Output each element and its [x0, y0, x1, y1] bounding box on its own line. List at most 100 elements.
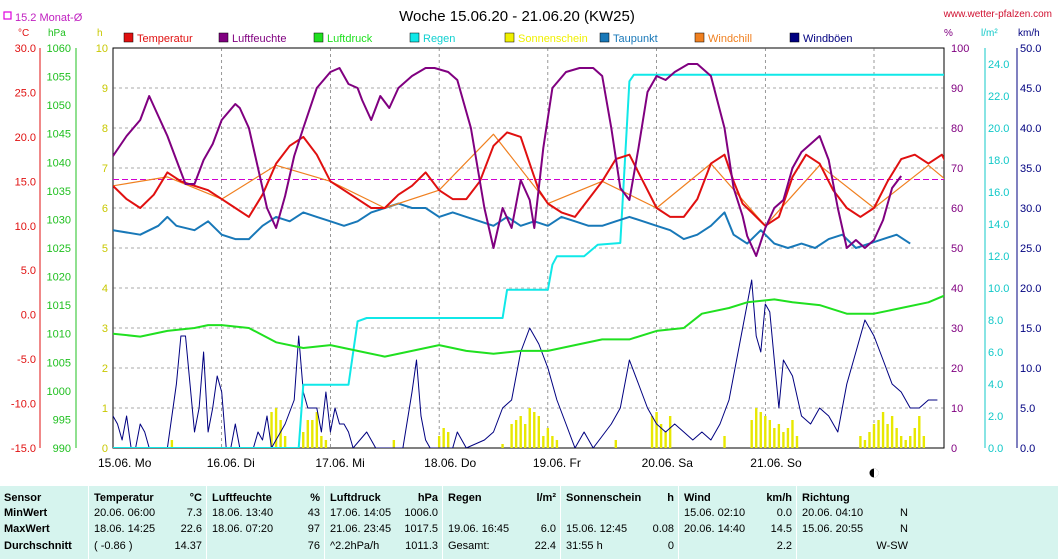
stats-header-unit: % — [310, 492, 320, 504]
sunshine-bar — [614, 440, 618, 448]
stats-separator — [324, 486, 325, 559]
legend-label-5: Taupunkt — [613, 33, 658, 45]
stats-header-unit: l/m² — [536, 492, 556, 504]
stats-cell: 20.06. 04:10 N — [798, 506, 912, 521]
sunshine-bar — [782, 432, 785, 448]
temp-tick-label: 15.0 — [15, 176, 36, 188]
sunshine-bar — [437, 436, 441, 448]
humidity-tick-label: 70 — [951, 163, 963, 175]
rain-tick-label: 22.0 — [988, 91, 1009, 103]
rain-tick-label: 24.0 — [988, 59, 1009, 71]
sunshine-bar — [913, 428, 916, 448]
series-temperature-line — [113, 131, 944, 227]
stats-header: Luftdruck hPa — [326, 491, 442, 506]
sun-tick-label: 4 — [102, 283, 108, 295]
wind-tick-label: 30.0 — [1020, 203, 1041, 215]
pressure-tick-label: 1005 — [47, 357, 71, 369]
sunshine-bar — [872, 424, 876, 448]
pressure-tick-label: 1000 — [47, 386, 71, 398]
sun-tick-label: 6 — [102, 203, 108, 215]
stats-cell-value: 22.4 — [534, 540, 556, 552]
stats-cell-date: 21.06. 23:45 — [330, 523, 392, 535]
stats-cell-value: 0 — [667, 540, 674, 552]
rain-tick-label: 14.0 — [988, 219, 1009, 231]
stats-separator — [88, 486, 89, 559]
stats-cell-value: N — [900, 507, 908, 519]
series-group — [113, 63, 944, 448]
rain-tick-label: 6.0 — [988, 347, 1003, 359]
stats-header-name: Wind — [684, 492, 711, 504]
stats-separator — [796, 486, 797, 559]
sunshine-bar — [668, 416, 672, 448]
sunshine-bar — [904, 440, 907, 448]
legend: Temperatur Luftfeuchte Luftdruck Regen Sonne… — [123, 32, 853, 45]
stats-cell-date: 17.06. 14:05 — [330, 507, 392, 519]
legend-swatch-6 — [694, 32, 705, 43]
stats-cell: 76 — [208, 539, 324, 554]
stats-cell: 15.06. 12:45 0.08 — [562, 522, 678, 537]
stats-cell-date: 20.06. 06:00 — [94, 507, 156, 519]
statistics-table: Sensor MinWert MaxWert Durchschnitt Temp… — [0, 486, 1058, 559]
row-label-max: MaxWert — [4, 523, 50, 535]
pressure-tick-label: 1025 — [47, 243, 71, 255]
sunshine-bar — [795, 436, 799, 448]
stats-cell-date: 31:55 h — [566, 540, 603, 552]
stats-cell-date: 15.06. 12:45 — [566, 523, 628, 535]
stats-cell-value: 2.2 — [776, 540, 792, 552]
stats-header: Richtung — [798, 491, 912, 506]
stats-header-unit: °C — [189, 492, 202, 504]
stats-separator — [206, 486, 207, 559]
stats-column-0: Temperatur °C 20.06. 06:00 7.3 18.06. 14:25 2… — [90, 486, 206, 559]
sunshine-bar — [650, 416, 654, 448]
sunshine-bar — [786, 428, 790, 448]
sunshine-bar — [442, 428, 445, 448]
legend-label-6: Windchill — [708, 33, 752, 45]
legend-swatch-1 — [218, 32, 229, 43]
stats-header: Regen l/m² — [444, 491, 560, 506]
sunshine-bar — [510, 424, 513, 448]
stats-header: Luftfeuchte% — [208, 491, 324, 506]
stats-cell-date: 18.06. 07:20 — [212, 523, 274, 535]
day-label: 15.06. Mo — [98, 456, 152, 470]
pressure-tick-label: 990 — [53, 443, 71, 455]
stats-cell-date: 15.06. 20:55 — [802, 523, 864, 535]
stats-cell: 2.2 — [680, 539, 796, 554]
wind-tick-label: 15.0 — [1020, 323, 1041, 335]
stats-column-5: Wind km/h 15.06. 02:10 0.0 20.06. 14:40 14.5 2… — [680, 486, 796, 559]
stats-header-name: Regen — [448, 492, 482, 504]
stats-cell-value: 1017.5 — [404, 523, 438, 535]
sunshine-bar — [392, 440, 396, 448]
sunshine-bar — [279, 420, 282, 448]
temp-tick-label: 5.0 — [21, 265, 36, 277]
day-label: 21.06. So — [750, 456, 802, 470]
sunshine-bar — [542, 436, 545, 448]
pressure-tick-label: 1055 — [47, 72, 71, 84]
stats-header-name: Luftdruck — [330, 492, 381, 504]
humidity-tick-label: 60 — [951, 203, 963, 215]
row-labels-column: Sensor MinWert MaxWert Durchschnitt — [0, 486, 88, 559]
stats-cell-value: 43 — [307, 507, 320, 519]
sunshine-bar — [895, 428, 898, 448]
stats-cell: 18.06. 07:20 97 — [208, 522, 324, 537]
sunshine-bar — [537, 416, 540, 448]
sunshine-bar — [514, 420, 518, 448]
series-dewpoint-line — [113, 202, 911, 249]
sunshine-bar — [655, 412, 658, 448]
stats-header-name: Luftfeuchte — [212, 492, 272, 504]
stats-header: Temperatur °C — [90, 491, 206, 506]
sun-tick-label: 1 — [102, 403, 108, 415]
sunshine-bar — [777, 424, 781, 448]
wind-tick-label: 20.0 — [1020, 283, 1041, 295]
sunshine-bar — [283, 436, 287, 448]
stats-cell: 20.06. 14:40 14.5 — [680, 522, 796, 537]
wind-tick-label: 5.0 — [1020, 403, 1035, 415]
unit-celsius: °C — [18, 28, 29, 39]
stats-cell: 21.06. 23:45 1017.5 — [326, 522, 442, 537]
stats-cell — [444, 506, 560, 521]
rain-tick-label: 16.0 — [988, 187, 1009, 199]
stats-cell-value: W-SW — [876, 540, 908, 552]
sun-tick-label: 5 — [102, 243, 108, 255]
row-label-sensor: Sensor — [4, 492, 42, 504]
site-url[interactable]: www.wetter-pfalzen.com — [943, 9, 1052, 20]
chart-title: Woche 15.06.20 - 21.06.20 (KW25) — [399, 8, 635, 25]
